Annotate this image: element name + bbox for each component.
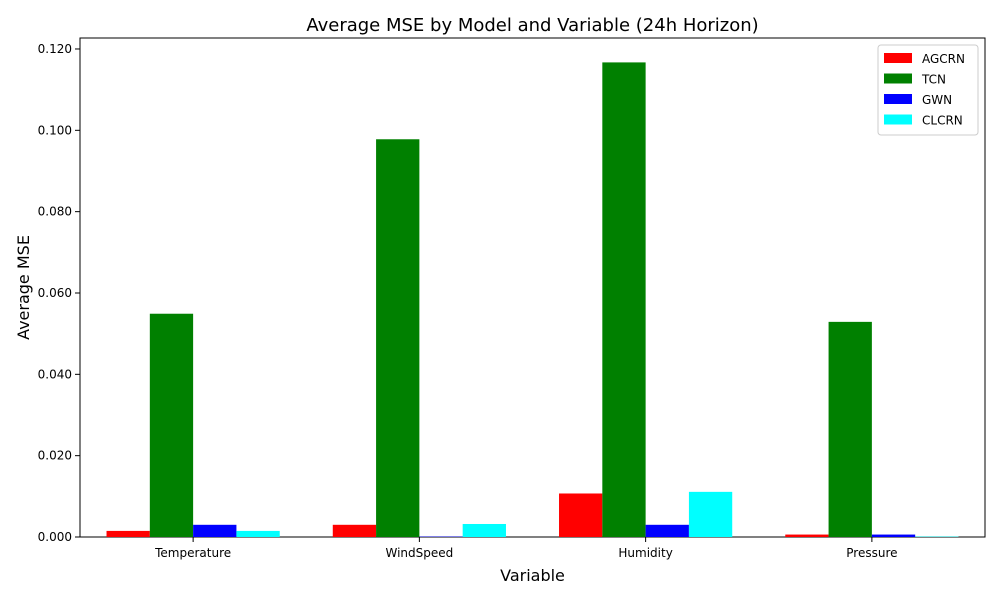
x-axis: Temperature WindSpeed Humidity Pressure <box>154 537 898 560</box>
y-tick-label: 0.080 <box>38 205 72 219</box>
legend-label-gwn: GWN <box>922 93 952 107</box>
bar-gwn-temperature <box>193 524 237 537</box>
bar-tcn-pressure <box>828 321 872 537</box>
legend-label-agcrn: AGCRN <box>922 52 965 66</box>
bar-agcrn-temperature <box>106 530 150 537</box>
bar-tcn-humidity <box>602 62 646 538</box>
plot-frame <box>79 37 986 538</box>
legend-box <box>877 44 979 136</box>
chart-title: Average MSE by Model and Variable (24h H… <box>306 15 758 36</box>
legend-swatch-gwn <box>884 94 912 104</box>
y-tick-label: 0.040 <box>38 367 72 381</box>
x-tick-label: Temperature <box>154 546 231 560</box>
bar-agcrn-humidity <box>559 493 603 537</box>
legend: AGCRN TCN GWN CLCRN <box>877 44 979 136</box>
bar-clcrn-temperature <box>236 530 280 537</box>
legend-swatch-tcn <box>884 73 912 84</box>
bar-gwn-pressure <box>871 534 916 537</box>
legend-swatch-agcrn <box>884 53 912 63</box>
bars <box>106 62 959 538</box>
legend-swatch-clcrn <box>884 114 912 125</box>
legend-label-tcn: TCN <box>921 73 946 87</box>
bar-clcrn-humidity <box>688 491 733 537</box>
bar-tcn-windspeed <box>376 139 420 538</box>
x-tick-label: WindSpeed <box>385 546 453 560</box>
y-tick-label: 0.000 <box>38 530 72 544</box>
plot-area <box>79 37 986 538</box>
y-tick-label: 0.120 <box>38 42 72 56</box>
y-axis-label: Average MSE <box>14 235 33 340</box>
bar-agcrn-pressure <box>785 534 829 537</box>
x-axis-label: Variable <box>500 566 565 585</box>
bar-tcn-temperature <box>149 313 194 537</box>
x-tick-label: Pressure <box>846 546 897 560</box>
y-tick-label: 0.100 <box>38 123 72 137</box>
x-tick-label: Humidity <box>618 546 672 560</box>
y-tick-label: 0.020 <box>38 449 72 463</box>
bar-agcrn-windspeed <box>332 524 377 537</box>
y-tick-label: 0.060 <box>38 286 72 300</box>
bar-clcrn-windspeed <box>462 523 506 537</box>
y-axis: 0.000 0.020 0.040 0.060 0.080 0.100 0.120 <box>38 42 80 544</box>
legend-label-clcrn: CLCRN <box>922 114 963 128</box>
bar-gwn-humidity <box>645 524 689 537</box>
